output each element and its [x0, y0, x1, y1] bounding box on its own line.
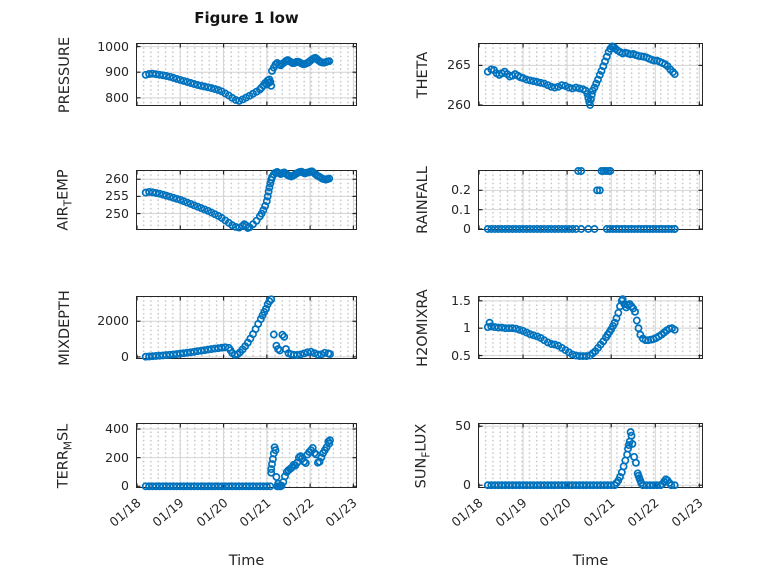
y-tick-label: 260	[447, 97, 471, 112]
plot-area-terr	[136, 424, 356, 491]
y-tick-label: 0	[463, 477, 471, 493]
y-axis-label-airtemp: AIRTEMP	[55, 169, 75, 231]
x-tick-label: 01/20	[192, 495, 231, 530]
y-axis-label-h2o: H2OMIXRA	[415, 288, 431, 367]
plot-area-pressure	[136, 44, 356, 105]
y-axis-label-terr: TERRMSL	[55, 423, 75, 488]
x-tick-label: 01/23	[322, 495, 361, 530]
y-tick-label: 260	[105, 171, 129, 187]
plot-area-h2o	[478, 295, 702, 361]
y-tick-label: 400	[105, 421, 129, 437]
x-tick-label: 01/23	[668, 495, 706, 530]
x-tick-label: 01/22	[624, 495, 662, 530]
y-axis-label-theta: THETA	[415, 51, 431, 98]
y-axis-label-mixdepth: MIXDEPTH	[57, 289, 73, 366]
y-tick-label: 0.1	[451, 201, 471, 217]
subplot-air-temp: 250 255 260 AIRTEMP	[56, 167, 357, 232]
y-tick-label: 0.5	[451, 347, 471, 363]
y-tick-label: 1.5	[451, 292, 471, 308]
y-axis-label-pressure: PRESSURE	[57, 36, 73, 113]
plot-area-rainfall	[478, 167, 702, 233]
y-tick-label: 0	[121, 478, 129, 494]
figure-title: Figure 1 low	[194, 9, 299, 27]
y-tick-label: 900	[105, 64, 129, 80]
x-axis-label-right: Time	[572, 553, 609, 569]
y-tick-label: 200	[105, 449, 129, 465]
x-tick-label: 01/19	[492, 495, 530, 530]
y-tick-label: 255	[105, 188, 129, 204]
y-axis-label-sun: SUNFLUX	[413, 423, 433, 488]
subplot-h2omixra: 0.5 1 1.5 H2OMIXRA	[415, 289, 703, 366]
subplot-terr-msl: 0 200 400 TERRMSL 01/18 01/19 01/20 01/21 01/22 0…	[56, 421, 361, 530]
y-tick-label: 0.2	[451, 182, 471, 198]
subplot-rainfall: 0 0.1 0.2 RAINFALL	[415, 166, 703, 236]
y-tick-label: 265	[447, 57, 471, 73]
y-tick-label: 0	[121, 348, 129, 364]
y-tick-label: 0	[463, 221, 471, 236]
x-tick-label: 01/21	[580, 495, 618, 530]
x-tick-label: 01/20	[536, 495, 574, 530]
y-tick-label: 250	[105, 205, 129, 221]
subplot-sun-flux: 0 50 SUNFLUX 01/18 01/19 01/20 01/21 01/22 01/23	[414, 418, 706, 529]
x-axis-label-left: Time	[228, 553, 265, 569]
subplot-pressure: 800 900 1000 PRESSURE	[57, 36, 357, 113]
y-tick-label: 1000	[97, 38, 129, 54]
subplot-theta: 260 265 THETA	[415, 42, 703, 112]
x-tick-label: 01/18	[448, 495, 486, 530]
y-tick-label: 800	[105, 89, 129, 105]
y-axis-label-rainfall: RAINFALL	[415, 166, 431, 234]
plot-area-airtemp	[136, 167, 356, 232]
y-tick-label: 2000	[97, 313, 129, 329]
plot-area-theta	[478, 42, 702, 109]
subplot-mixdepth: 0 2000 MIXDEPTH	[57, 290, 357, 365]
y-tick-label: 50	[455, 418, 471, 434]
plot-area-mixdepth	[136, 295, 356, 361]
y-tick-label: 1	[463, 320, 471, 336]
plot-area-sun	[478, 424, 702, 490]
